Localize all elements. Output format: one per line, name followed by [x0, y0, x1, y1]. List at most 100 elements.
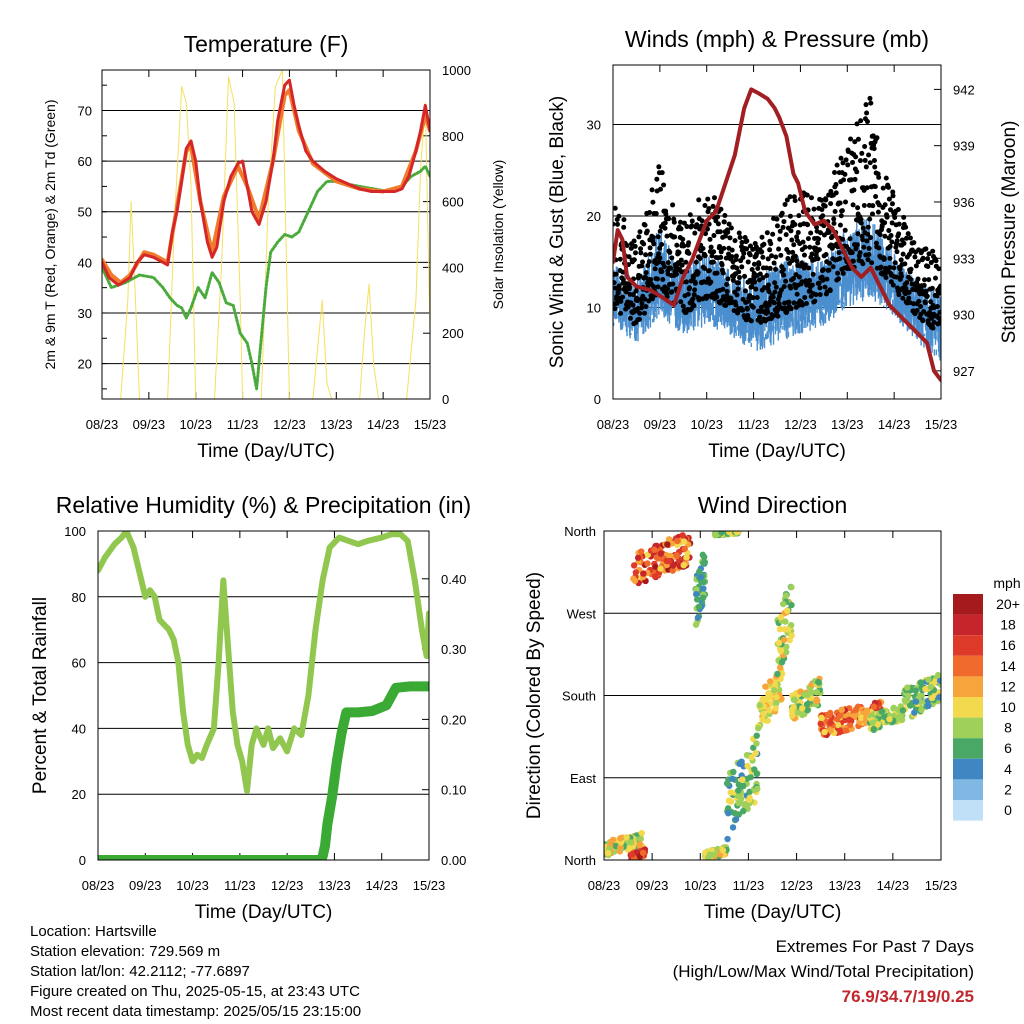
wind-gust-point [858, 216, 864, 222]
wind-gust-point [650, 199, 656, 205]
wind-gust-point [641, 310, 647, 316]
wind-direction-point [798, 711, 806, 719]
wind-gust-point [621, 224, 627, 230]
wind-gust-point [636, 234, 642, 240]
x-axis-label-dir: Time (Day/UTC) [704, 902, 842, 923]
wind-gust-point [732, 238, 738, 244]
wind-gust-point [686, 250, 692, 256]
wind-gust-point [721, 245, 727, 251]
wind-gust-point [777, 236, 783, 242]
y2-tick-label-temp: 600 [442, 195, 464, 210]
wind-gust-point [858, 220, 864, 226]
x-tick-label-wind: 14/23 [878, 417, 911, 432]
colorbar-label: 18 [1000, 617, 1016, 633]
wind-gust-point [870, 203, 876, 209]
wind-gust-point [804, 192, 810, 198]
wind-gust-point [816, 236, 822, 242]
wind-gust-point [630, 302, 636, 308]
wind-gust-point [656, 251, 662, 257]
wind-gust-point [874, 135, 880, 141]
wind-gust-point [613, 285, 619, 291]
wind-gust-point [923, 246, 929, 252]
wind-gust-point [868, 235, 874, 241]
wind-direction-point [657, 565, 664, 572]
y-tick-label-temp: 60 [78, 154, 92, 169]
x-tick-label-dir: 13/23 [828, 878, 861, 893]
wind-gust-point [649, 296, 655, 302]
wind-direction-point [852, 707, 859, 714]
y2-tick-label-wind: 936 [953, 195, 975, 210]
wind-gust-point [735, 286, 741, 292]
wind-gust-point [898, 273, 904, 279]
wind-gust-point [710, 203, 716, 209]
wind-gust-point [817, 285, 823, 291]
wind-gust-point [754, 295, 760, 301]
wind-gust-point [678, 226, 684, 232]
x-tick-label-rh: 08/23 [82, 878, 115, 893]
y-tick-label-rh: 100 [64, 524, 86, 539]
wind-gust-point [820, 267, 826, 273]
wind-direction-point [821, 728, 828, 736]
wind-direction-point [899, 707, 907, 714]
wind-gust-point [808, 230, 814, 236]
wind-gust-point [642, 222, 648, 228]
wind-gust-point [775, 313, 781, 319]
y-tick-label-wind: 10 [587, 300, 601, 315]
wind-gust-point [840, 160, 846, 166]
wind-direction-point [640, 570, 647, 577]
wind-direction-point [692, 590, 700, 598]
wind-gust-point [653, 211, 659, 217]
wind-gust-point [747, 252, 753, 258]
chart-title-dir: Wind Direction [698, 492, 848, 518]
wind-direction-point [623, 834, 630, 841]
wind-gust-point [791, 242, 797, 248]
x-tick-label-dir: 08/23 [588, 878, 621, 893]
y2-tick-label-rh: 0.10 [441, 783, 466, 798]
wind-direction-point [793, 709, 801, 716]
wind-direction-point [627, 843, 634, 851]
y-tick-label-rh: 0 [79, 853, 86, 868]
wind-gust-point [810, 271, 816, 277]
wind-direction-point [680, 561, 687, 569]
wind-direction-point [729, 775, 736, 782]
wind-gust-point [855, 136, 861, 142]
wind-gust-point [800, 239, 806, 245]
wind-gust-point [648, 276, 654, 282]
wind-gust-point [863, 102, 869, 108]
wind-gust-point [938, 283, 941, 289]
wind-gust-point [749, 267, 755, 273]
wind-gust-point [837, 256, 843, 262]
wind-gust-point [842, 227, 848, 233]
wind-gust-point [784, 197, 790, 203]
wind-gust-point [674, 271, 680, 277]
wind-gust-point [739, 264, 745, 270]
x-tick-label-dir: 09/23 [636, 878, 669, 893]
wind-direction-point [696, 568, 703, 575]
wind-gust-point [618, 310, 624, 316]
wind-gust-point [882, 233, 888, 239]
wind-gust-point [771, 300, 777, 306]
wind-gust-point [896, 231, 902, 237]
x-tick-label-wind: 15/23 [925, 417, 958, 432]
wind-gust-point [620, 294, 626, 300]
wind-gust-point [637, 310, 643, 316]
wind-direction-point [735, 787, 742, 794]
wind-gust-point [894, 249, 900, 255]
wind-gust-point [871, 157, 877, 163]
wind-gust-point [926, 251, 932, 257]
wind-gust-point [711, 195, 717, 201]
wind-gust-point [892, 214, 898, 220]
wind-direction-point [925, 702, 932, 710]
wind-gust-point [868, 100, 874, 106]
wind-gust-point [802, 262, 808, 268]
wind-gust-point [838, 213, 844, 219]
wind-gust-point [783, 278, 789, 284]
y-tick-label-temp: 30 [78, 306, 92, 321]
y2-tick-label-wind: 930 [953, 308, 975, 323]
x-tick-label-rh: 12/23 [271, 878, 304, 893]
wind-gust-point [904, 280, 910, 286]
wind-gust-point [702, 265, 708, 271]
wind-gust-point [744, 306, 750, 312]
wind-gust-point [855, 205, 861, 211]
wind-gust-point [820, 213, 826, 219]
